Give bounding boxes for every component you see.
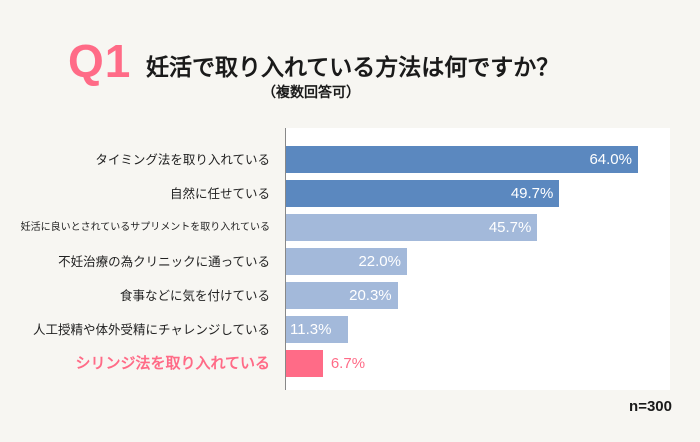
category-label: 食事などに気を付けている (119, 288, 270, 303)
value-label: 6.7% (330, 355, 366, 372)
category-label: 不妊治療の為クリニックに通っている (58, 254, 270, 269)
bar (286, 316, 349, 343)
question-number: Q1 (68, 35, 132, 87)
bar (286, 282, 398, 309)
category-label: 妊活に良いとされているサプリメントを取り入れている (20, 222, 270, 233)
category-label: シリンジ法を取り入れている (75, 354, 270, 372)
value-label: 45.7% (488, 219, 532, 236)
value-label: 22.0% (358, 253, 401, 270)
chart-title: 妊活で取り入れている方法は何ですか？ (146, 55, 560, 81)
value-label: 49.7% (510, 185, 554, 202)
category-label: 自然に任せている (169, 186, 270, 201)
bar (286, 214, 538, 241)
bar (286, 248, 407, 275)
value-label: 11.3% (290, 321, 332, 338)
value-label: 20.3% (349, 287, 392, 304)
value-label: 64.0% (589, 151, 632, 168)
category-label: 人工授精や体外受精にチャレンジしている (32, 322, 270, 337)
sample-size: n=300 (629, 398, 672, 415)
chart-subtitle: （複数回答可） (262, 85, 360, 101)
bar (286, 180, 560, 207)
y-axis-line (285, 128, 286, 390)
bar (286, 146, 638, 173)
bar (286, 350, 323, 377)
category-label: タイミング法を取り入れている (95, 152, 270, 167)
